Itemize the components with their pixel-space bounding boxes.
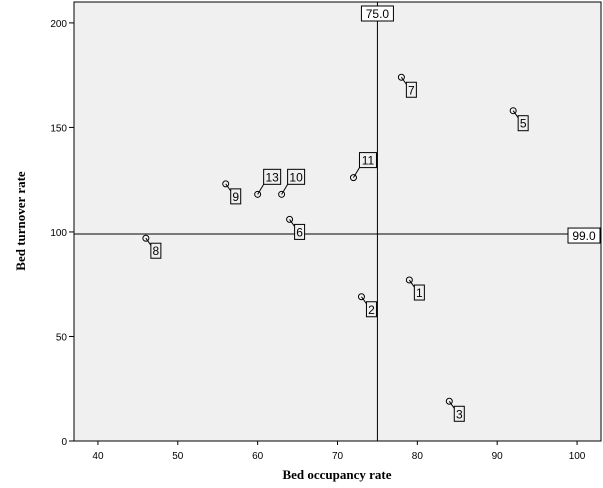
point-marker — [278, 190, 286, 198]
x-axis: 40 50 60 70 80 90 100 — [92, 441, 586, 462]
point-marker — [286, 215, 294, 223]
leader-line — [361, 296, 367, 305]
y-axis-title: Bed turnover rate — [13, 171, 28, 271]
point-label: 10 — [289, 170, 303, 184]
y-tick-label: 100 — [50, 228, 67, 239]
point-marker — [405, 276, 413, 284]
data-point-13: 13 — [254, 168, 282, 198]
y-tick-label: 150 — [50, 123, 67, 134]
x-tick-label: 90 — [492, 451, 504, 462]
point-label-box — [230, 188, 242, 205]
point-label-box — [517, 115, 529, 132]
point-marker — [254, 190, 262, 198]
point-marker — [397, 73, 405, 81]
point-label: 2 — [368, 303, 375, 317]
point-marker — [357, 293, 365, 301]
point-label-box — [405, 81, 417, 98]
point-label: 7 — [408, 83, 415, 97]
point-label-box — [287, 168, 306, 185]
x-tick-label: 70 — [332, 451, 344, 462]
point-label-box — [150, 242, 162, 259]
data-point-8: 8 — [142, 234, 162, 259]
point-label-box — [413, 284, 425, 301]
leader-line — [512, 110, 519, 118]
data-point-1: 1 — [405, 276, 425, 301]
leader-line — [353, 167, 360, 178]
leader-line — [145, 237, 152, 246]
point-label-box — [263, 168, 282, 185]
leader-line — [408, 279, 415, 288]
x-tick-label: 60 — [252, 451, 264, 462]
leader-line — [225, 183, 232, 192]
reference-label-y-box — [567, 227, 601, 244]
point-label-box — [358, 152, 377, 169]
point-label-box — [365, 301, 377, 318]
data-point-2: 2 — [357, 293, 377, 318]
leader-line — [448, 400, 455, 409]
reference-labels: 75.0 99.0 — [360, 5, 601, 244]
y-axis: 0 50 100 150 200 — [50, 19, 74, 448]
x-axis-title: Bed occupancy rate — [282, 467, 391, 482]
x-tick-label: 100 — [569, 451, 586, 462]
data-points: 1 2 3 5 6 7 8 9 10 11 13 — [142, 73, 529, 422]
point-label-box — [453, 405, 465, 422]
data-point-9: 9 — [222, 180, 242, 205]
point-label: 9 — [232, 190, 239, 204]
reference-lines — [74, 2, 601, 441]
reference-label-y: 99.0 — [567, 227, 601, 244]
point-marker — [222, 180, 230, 188]
plot-area — [73, 1, 602, 442]
point-label: 13 — [265, 170, 279, 184]
y-tick-label: 200 — [50, 19, 67, 30]
point-label: 3 — [456, 407, 463, 421]
data-point-10: 10 — [278, 168, 306, 198]
point-marker — [445, 397, 453, 405]
reference-label-x-box — [360, 5, 394, 22]
data-point-11: 11 — [349, 152, 377, 182]
leader-line — [400, 76, 407, 85]
reference-label-x: 75.0 — [360, 5, 394, 22]
leader-line — [289, 219, 295, 227]
point-label: 1 — [416, 286, 423, 300]
data-point-3: 3 — [445, 397, 465, 422]
point-marker — [142, 234, 150, 242]
data-point-6: 6 — [286, 215, 306, 240]
leader-line — [257, 184, 265, 195]
point-marker — [349, 174, 357, 182]
x-tick-label: 50 — [172, 451, 184, 462]
data-point-5: 5 — [509, 107, 529, 132]
x-tick-label: 40 — [92, 451, 104, 462]
y-tick-label: 0 — [61, 437, 67, 448]
leader-line — [281, 184, 289, 195]
reference-label-x-text: 75.0 — [366, 7, 390, 21]
point-label-box — [294, 223, 306, 240]
y-tick-label: 50 — [56, 332, 68, 343]
point-label: 8 — [153, 244, 160, 258]
data-point-7: 7 — [397, 73, 417, 98]
point-label: 11 — [362, 154, 375, 168]
point-label: 5 — [520, 117, 527, 131]
point-marker — [509, 107, 517, 115]
reference-label-y-text: 99.0 — [572, 229, 596, 243]
point-label: 6 — [296, 225, 303, 239]
x-tick-label: 80 — [412, 451, 424, 462]
